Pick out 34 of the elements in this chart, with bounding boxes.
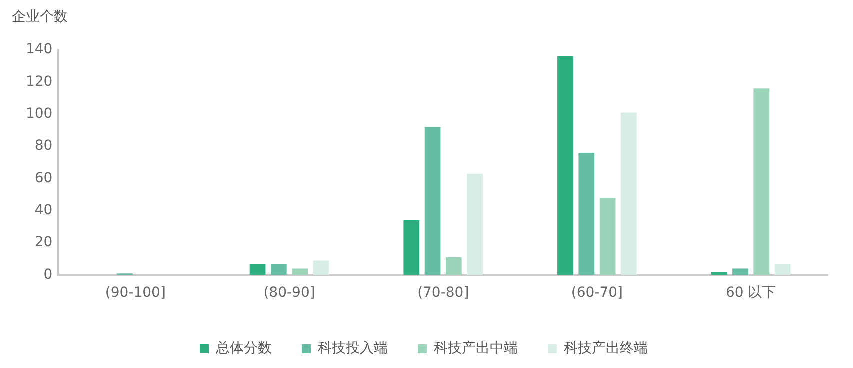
bar <box>467 174 484 276</box>
y-tick-label: 100 <box>26 106 53 122</box>
bar <box>313 260 330 276</box>
legend-label: 科技产出中端 <box>434 340 518 357</box>
bar <box>732 268 748 276</box>
y-tick-label: 0 <box>44 266 53 283</box>
bar <box>754 88 770 276</box>
y-axis-title: 企业个数 <box>12 8 68 26</box>
y-tick-label: 40 <box>34 202 53 218</box>
bar <box>404 220 420 276</box>
y-tick-label: 80 <box>34 138 53 154</box>
y-tick-label: 20 <box>34 234 53 251</box>
bar <box>446 258 462 276</box>
y-tick-label: 120 <box>26 74 53 90</box>
bar <box>578 152 595 276</box>
y-tick-label: 140 <box>26 42 53 58</box>
legend-label: 科技投入端 <box>318 340 388 357</box>
legend-label: 总体分数 <box>215 340 272 357</box>
bar <box>270 264 287 276</box>
bar <box>600 198 616 276</box>
y-tick-label: 60 <box>34 170 53 186</box>
bar <box>621 112 637 276</box>
bar <box>711 272 728 276</box>
legend-label: 科技产出终端 <box>564 340 648 357</box>
x-tick-label: (90-100] <box>105 285 166 302</box>
bar <box>292 268 308 276</box>
x-tick-label: (70-80] <box>418 285 470 302</box>
bar <box>424 127 441 276</box>
bar <box>250 264 266 276</box>
bar <box>774 264 791 276</box>
bar <box>558 56 574 276</box>
x-tick-label: (60-70] <box>571 285 624 302</box>
x-tick-label: 60 以下 <box>726 285 776 302</box>
x-tick-label: (80-90] <box>264 285 316 302</box>
